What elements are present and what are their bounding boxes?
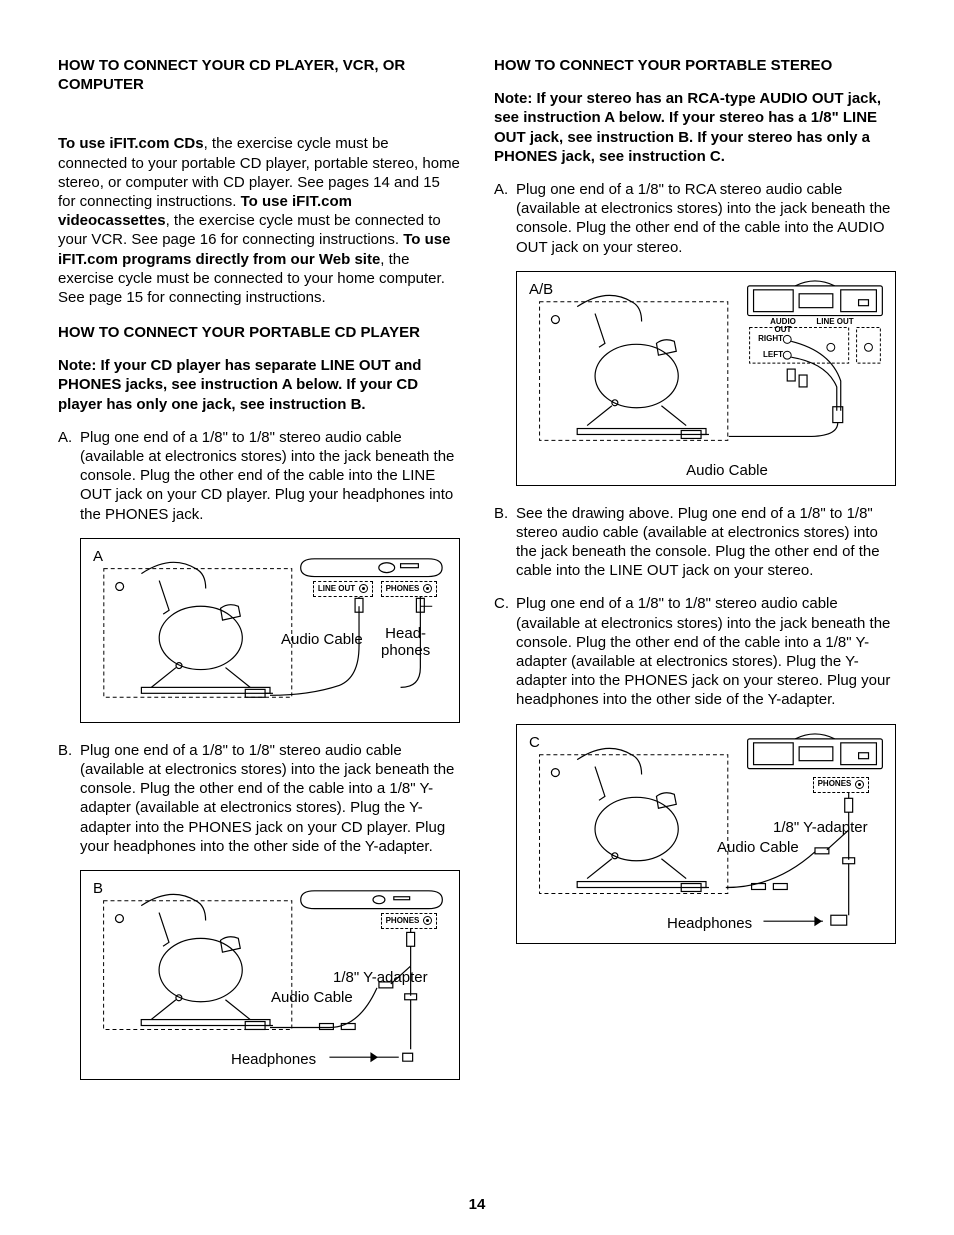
left-sub1: HOW TO CONNECT YOUR PORTABLE CD PLAYER [58,323,460,342]
right-item-c: C. Plug one end of a 1/8" to 1/8" stereo… [494,594,896,709]
figB-phones: PHONES [381,913,437,929]
right-item-a: A. Plug one end of a 1/8" to RCA stereo … [494,180,896,257]
right-column: HOW TO CONNECT YOUR PORTABLE STEREO Note… [494,56,896,1098]
r-body-b: See the drawing above. Plug one end of a… [516,504,896,581]
figB-corner: B [93,879,103,898]
figAB-audioout: AUDIO OUT [761,318,805,336]
body-b: Plug one end of a 1/8" to 1/8" stereo au… [80,741,460,856]
figB-yad: 1/8" Y-adapter [333,969,428,986]
figAB-corner: A/B [529,280,553,299]
r-body-c: Plug one end of a 1/8" to 1/8" stereo au… [516,594,896,709]
figA-head: Head- phones [381,625,430,660]
r-body-a: Plug one end of a 1/8" to RCA stereo aud… [516,180,896,257]
figure-ab-svg [517,272,895,485]
left-item-b: B. Plug one end of a 1/8" to 1/8" stereo… [58,741,460,856]
figA-audio: Audio Cable [281,631,363,648]
figB-audio: Audio Cable [271,989,353,1006]
left-note1: Note: If your CD player has separate LIN… [58,356,460,414]
figC-yad: 1/8" Y-adapter [773,819,868,836]
intro-paragraph: To use iFIT.com CDs, the exercise cycle … [58,134,460,307]
figC-phones: PHONES [813,777,869,793]
figC-audio: Audio Cable [717,839,799,856]
left-heading: HOW TO CONNECT YOUR CD PLAYER, VCR, OR C… [58,56,460,94]
marker-a: A. [58,428,80,524]
right-heading: HOW TO CONNECT YOUR PORTABLE STEREO [494,56,896,75]
b1: To use iFIT.com CDs [58,135,204,152]
figA-lineout: LINE OUT [313,581,373,597]
figAB-left: LEFT [755,351,783,360]
page-number: 14 [0,1196,954,1213]
figA-corner: A [93,547,103,566]
r-marker-a: A. [494,180,516,257]
figC-corner: C [529,733,540,752]
r-marker-c: C. [494,594,516,709]
page: HOW TO CONNECT YOUR CD PLAYER, VCR, OR C… [0,0,954,1235]
r-marker-b: B. [494,504,516,581]
figure-b: B PHONES Audio Cable 1/8" Y-adapter Head… [80,870,460,1080]
left-column: HOW TO CONNECT YOUR CD PLAYER, VCR, OR C… [58,56,460,1098]
figC-head: Headphones [667,915,752,932]
figB-head: Headphones [231,1051,316,1068]
columns: HOW TO CONNECT YOUR CD PLAYER, VCR, OR C… [58,56,896,1098]
figure-a: A LINE OUT PHONES Audio Cable Head- phon… [80,538,460,723]
left-item-a: A. Plug one end of a 1/8" to 1/8" stereo… [58,428,460,524]
right-item-b: B. See the drawing above. Plug one end o… [494,504,896,581]
figAB-lineout: LINE OUT [815,318,855,327]
figAB-audio: Audio Cable [667,462,787,479]
marker-b: B. [58,741,80,856]
figure-ab: A/B AUDIO OUT LINE OUT RIGHT LEFT Audio … [516,271,896,486]
body-a: Plug one end of a 1/8" to 1/8" stereo au… [80,428,460,524]
right-note: Note: If your stereo has an RCA-type AUD… [494,89,896,166]
figA-phones: PHONES [381,581,437,597]
figAB-right: RIGHT [755,335,783,344]
figure-c: C PHONES Audio Cable 1/8" Y-adapter Head… [516,724,896,944]
